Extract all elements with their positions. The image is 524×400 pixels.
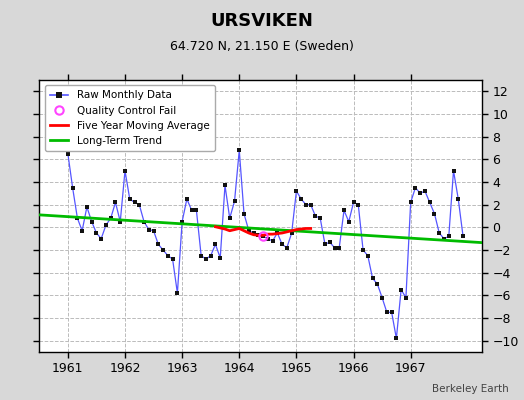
- Text: Berkeley Earth: Berkeley Earth: [432, 384, 508, 394]
- Legend: Raw Monthly Data, Quality Control Fail, Five Year Moving Average, Long-Term Tren: Raw Monthly Data, Quality Control Fail, …: [45, 85, 215, 151]
- Text: URSVIKEN: URSVIKEN: [211, 12, 313, 30]
- Text: 64.720 N, 21.150 E (Sweden): 64.720 N, 21.150 E (Sweden): [170, 40, 354, 53]
